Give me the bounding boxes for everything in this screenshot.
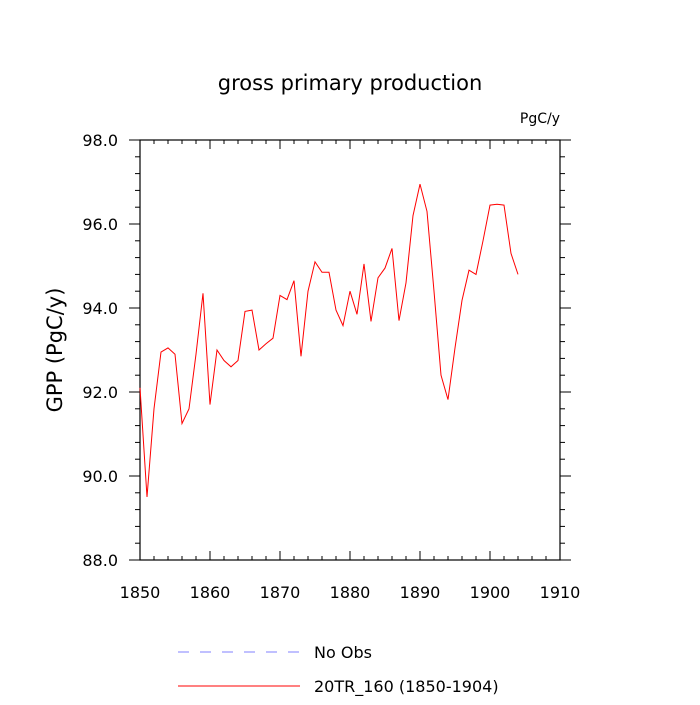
legend: No Obs 20TR_160 (1850-1904) [178, 643, 499, 697]
y-tick-label: 90.0 [82, 467, 118, 486]
y-axis-label: GPP (PgC/y) [43, 288, 67, 413]
plot-area: 1850 1860 1870 1880 1890 1900 1910 88.0 90.0 92.0… [82, 131, 580, 602]
y-tick-label: 94.0 [82, 299, 118, 318]
x-tick-label: 1900 [470, 583, 511, 602]
y-tick-label: 98.0 [82, 131, 118, 150]
x-tick-label: 1870 [260, 583, 301, 602]
x-tick-label: 1880 [330, 583, 371, 602]
legend-label: No Obs [314, 643, 372, 662]
x-tick-label: 1890 [400, 583, 441, 602]
plot-frame [139, 139, 561, 561]
y-tick-label: 96.0 [82, 215, 118, 234]
x-tick-label: 1850 [120, 583, 161, 602]
x-tick-label: 1910 [540, 583, 581, 602]
y-tick-label: 88.0 [82, 551, 118, 570]
x-tick-label: 1860 [190, 583, 231, 602]
chart-title: gross primary production [218, 71, 483, 95]
series-line [139, 183, 519, 498]
units-label: PgC/y [520, 111, 560, 127]
legend-label: 20TR_160 (1850-1904) [314, 677, 499, 697]
y-tick-label: 92.0 [82, 383, 118, 402]
